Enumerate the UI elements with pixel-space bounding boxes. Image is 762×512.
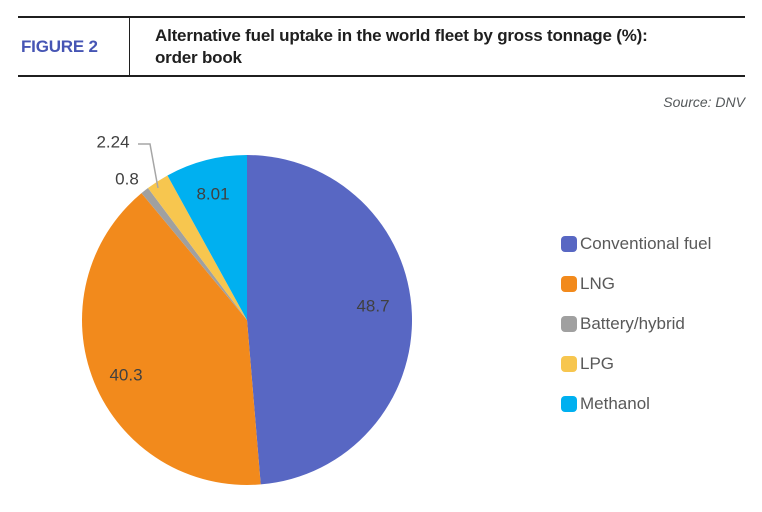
figure-title-line2: order book xyxy=(155,48,242,67)
legend-swatch-methanol xyxy=(561,396,577,412)
legend-swatch-battery-hybrid xyxy=(561,316,577,332)
pie-label-lpg: 2.24 xyxy=(96,133,129,152)
legend-label-lng: LNG xyxy=(580,274,615,293)
leader-line-lpg xyxy=(138,143,159,189)
figure-tag: FIGURE 2 xyxy=(18,18,130,75)
pie-slice-battery-hybrid xyxy=(141,188,247,320)
pie-slice-conventional-fuel xyxy=(247,155,413,485)
legend-item-battery-hybrid: Battery/hybrid xyxy=(561,304,711,344)
figure-title-line1: Alternative fuel uptake in the world fle… xyxy=(155,26,648,45)
pie-label-methanol: 8.01 xyxy=(196,185,229,204)
legend-label-lpg: LPG xyxy=(580,354,615,373)
pie-slice-lpg xyxy=(147,175,247,320)
legend-label-battery-hybrid: Battery/hybrid xyxy=(580,314,685,333)
pie-label-battery-hybrid: 0.8 xyxy=(115,170,139,189)
legend-item-lpg: LPG xyxy=(561,344,711,384)
figure-header: FIGURE 2 Alternative fuel uptake in the … xyxy=(18,16,745,77)
source-note: Source: DNV xyxy=(663,94,745,110)
legend-label-methanol: Methanol xyxy=(580,394,650,413)
legend-item-lng: LNG xyxy=(561,264,711,304)
legend-swatch-lng xyxy=(561,276,577,292)
legend-label-conventional-fuel: Conventional fuel xyxy=(580,234,712,253)
pie-slice-methanol xyxy=(167,155,247,320)
legend-item-methanol: Methanol xyxy=(561,384,711,424)
pie-slice-lng xyxy=(81,193,261,486)
legend-item-conventional-fuel: Conventional fuel xyxy=(561,224,711,264)
pie-label-lng: 40.3 xyxy=(109,366,142,385)
chart-legend: Conventional fuel LNG Battery/hybrid LPG Met… xyxy=(561,224,711,424)
pie-chart: 48.7 40.3 0.8 2.24 8.01 xyxy=(81,133,413,486)
legend-swatch-conventional-fuel xyxy=(561,236,577,252)
figure-title: Alternative fuel uptake in the world fle… xyxy=(130,18,745,75)
pie-label-conventional-fuel: 48.7 xyxy=(356,297,389,316)
legend-swatch-lpg xyxy=(561,356,577,372)
